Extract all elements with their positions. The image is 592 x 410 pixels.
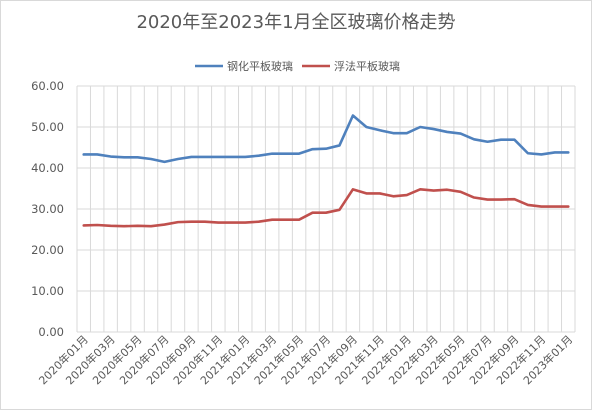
legend-label-2: 浮法平板玻璃 <box>334 59 400 73</box>
series-line-2 <box>82 188 570 228</box>
y-tick-label: 30.00 <box>31 202 64 216</box>
grid <box>76 85 576 333</box>
series-lines <box>82 114 570 228</box>
chart-title: 2020年至2023年1月全区玻璃价格走势 <box>136 12 455 33</box>
y-tick-label: 40.00 <box>31 161 64 175</box>
x-axis: 2020年01月2020年03月2020年05月2020年07月2020年09月… <box>36 332 576 387</box>
y-tick-label: 20.00 <box>31 243 64 257</box>
y-tick-label: 50.00 <box>31 120 64 134</box>
y-tick-label: 10.00 <box>31 284 64 298</box>
y-axis: 0.00 10.00 20.00 30.00 40.00 50.00 60.00 <box>31 79 64 339</box>
legend-label-1: 钢化平板玻璃 <box>227 59 293 73</box>
legend: 钢化平板玻璃 浮法平板玻璃 <box>195 59 400 73</box>
series-line-1 <box>82 114 570 164</box>
y-tick-label: 60.00 <box>31 79 64 93</box>
y-tick-label: 0.00 <box>38 325 64 339</box>
